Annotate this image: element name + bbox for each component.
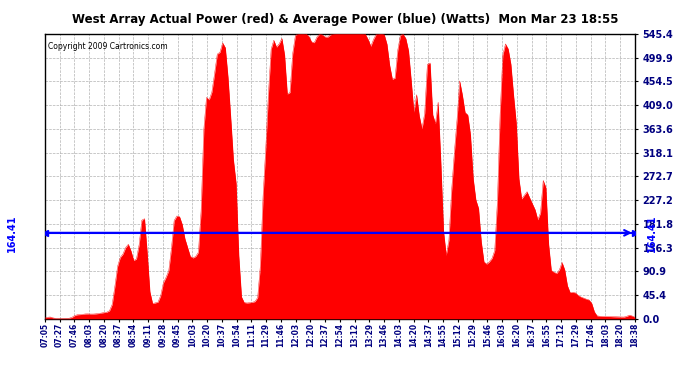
Text: Copyright 2009 Cartronics.com: Copyright 2009 Cartronics.com <box>48 42 168 51</box>
Text: 164.41: 164.41 <box>8 214 17 252</box>
Text: 164.41: 164.41 <box>647 214 657 252</box>
Text: West Array Actual Power (red) & Average Power (blue) (Watts)  Mon Mar 23 18:55: West Array Actual Power (red) & Average … <box>72 13 618 26</box>
